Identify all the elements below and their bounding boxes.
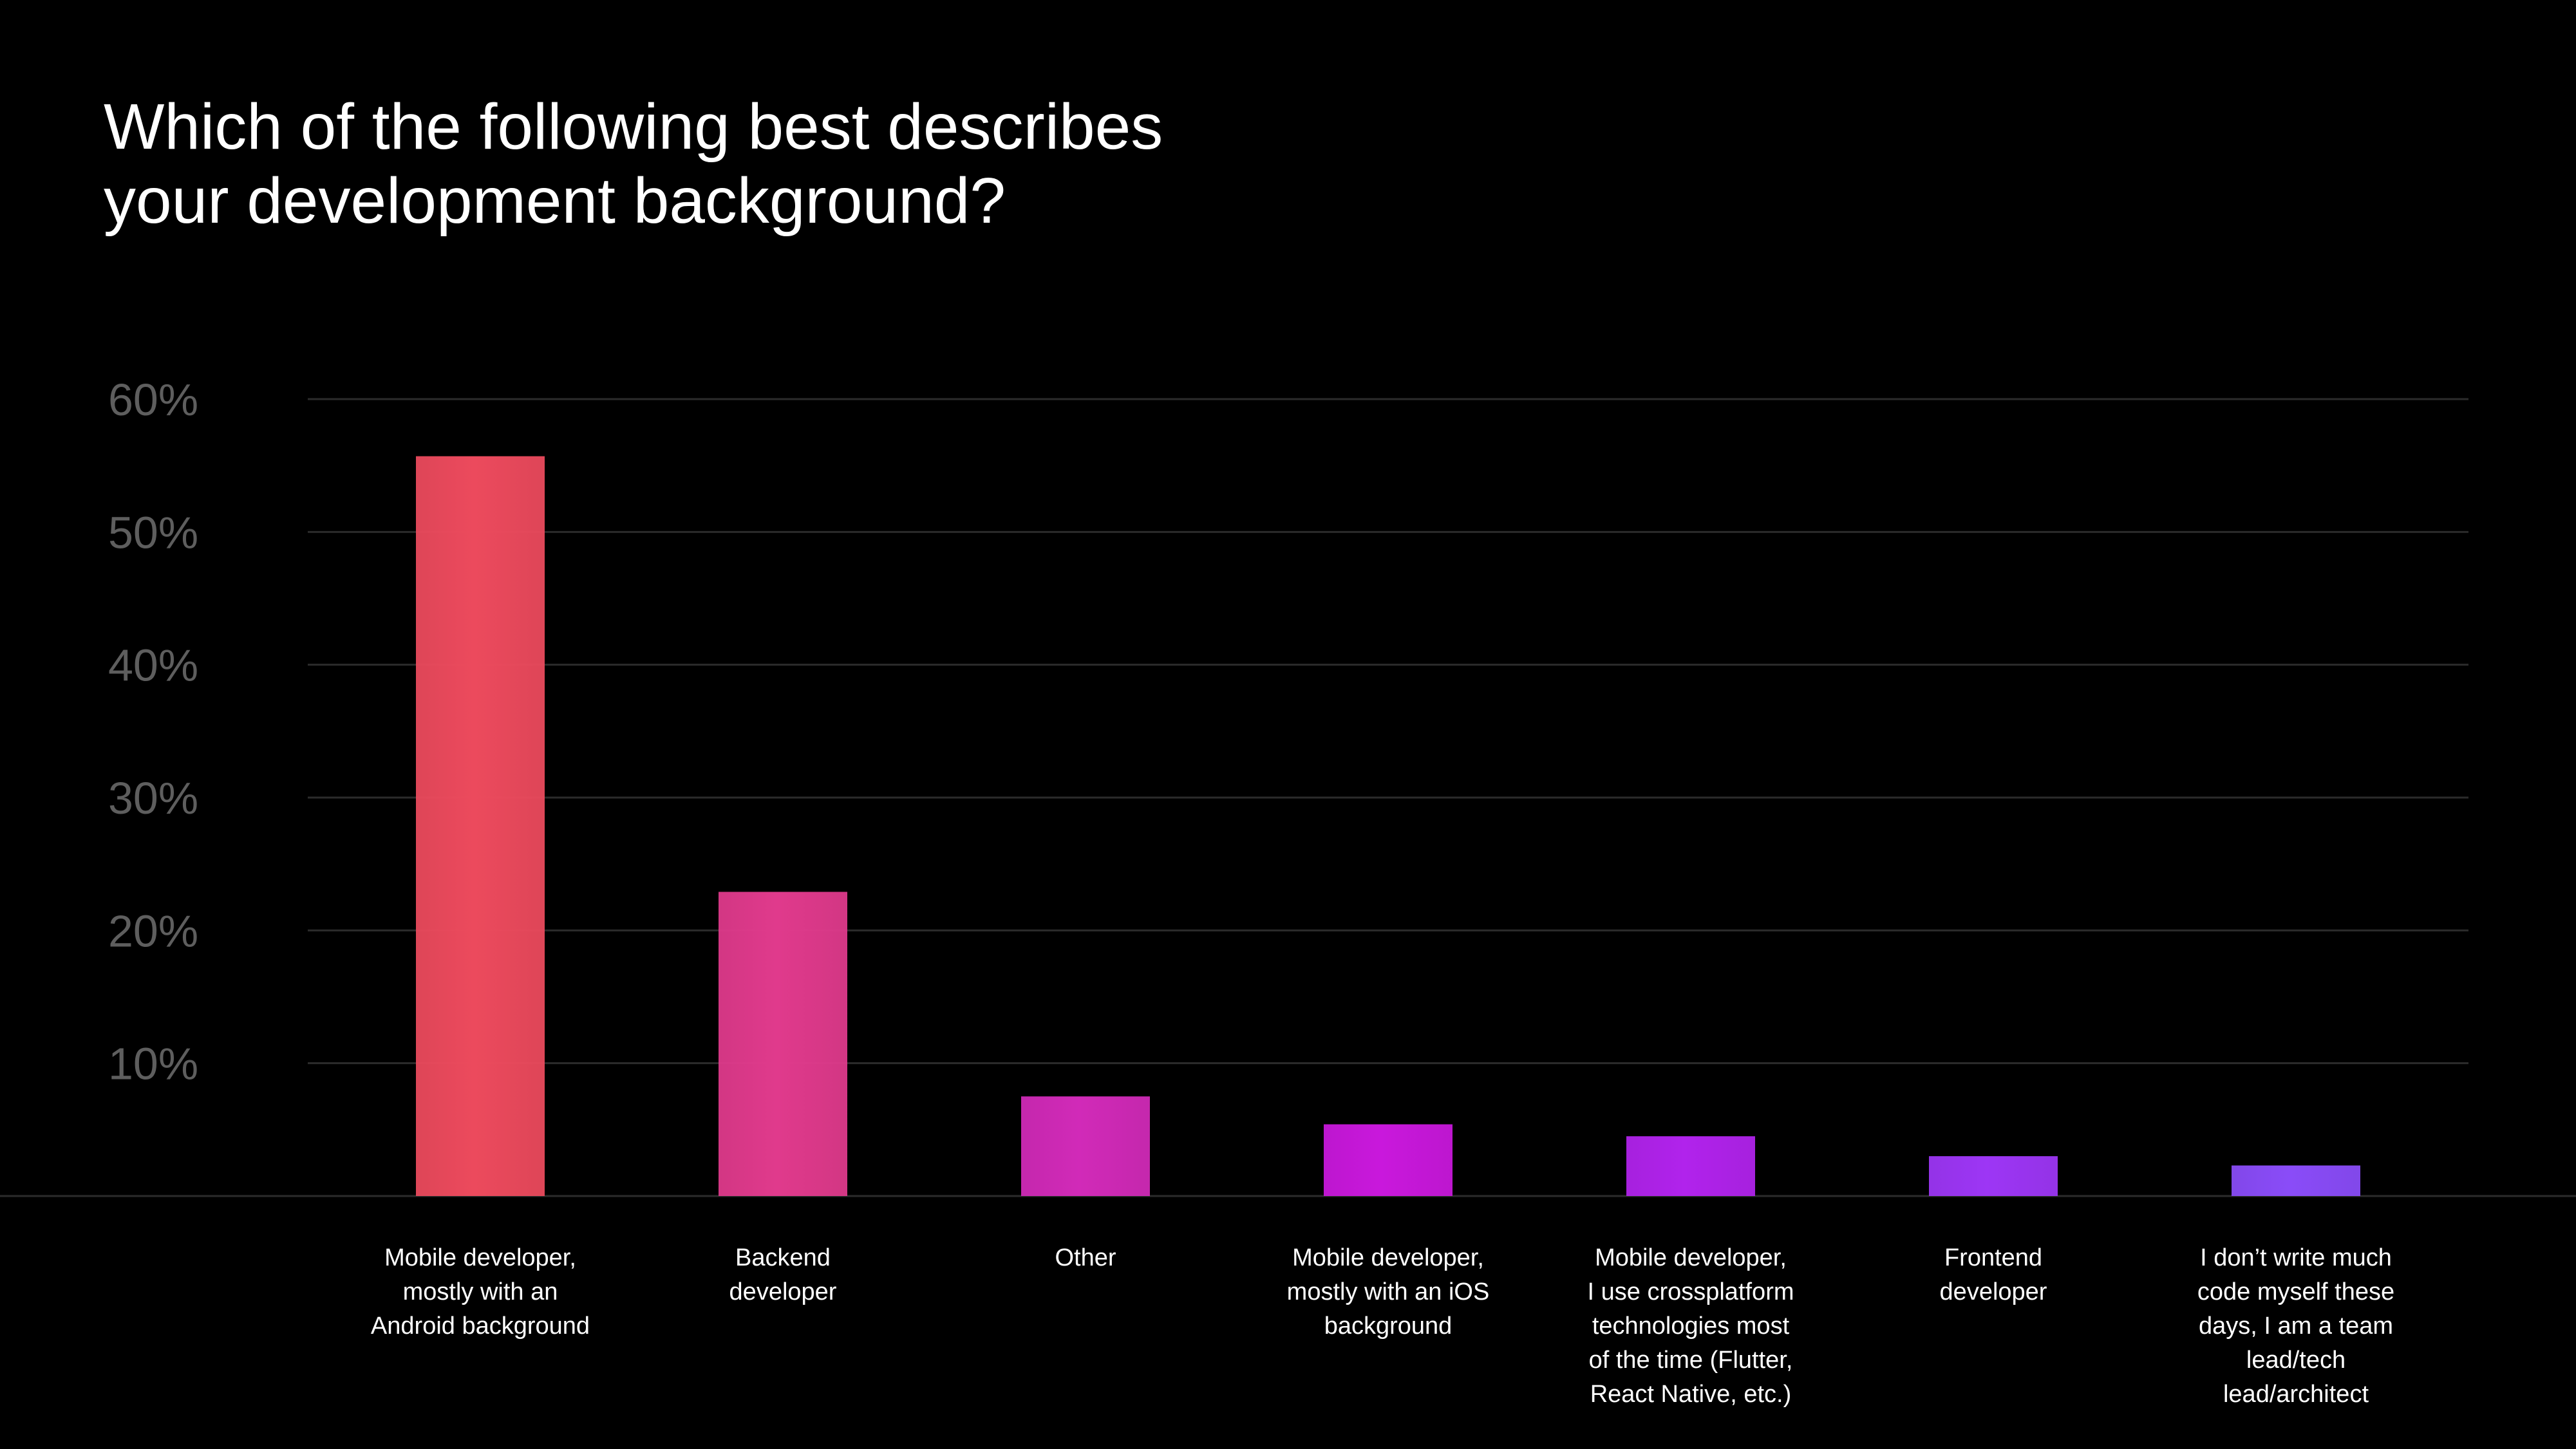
y-tick-label: 50% — [108, 507, 198, 557]
bar — [1929, 1156, 2058, 1196]
bar — [1324, 1125, 1453, 1196]
category-label: Mobile developer, I use crossplatform te… — [1539, 1241, 1842, 1412]
category-label: Backend developer — [632, 1241, 934, 1309]
gridlines — [0, 399, 2576, 1196]
y-tick-label: 10% — [108, 1039, 198, 1089]
category-label: Frontend developer — [1842, 1241, 2145, 1309]
y-tick-label: 20% — [108, 906, 198, 956]
bar — [1021, 1096, 1150, 1196]
category-label: I don’t write much code myself these day… — [2145, 1241, 2447, 1412]
bars — [416, 456, 2360, 1196]
bar — [2232, 1166, 2360, 1196]
bar — [1626, 1136, 1755, 1196]
category-label: Mobile developer, mostly with an Android… — [329, 1241, 632, 1343]
y-axis-tick-labels: 10% 20% 30% 40% 50% 60% — [108, 375, 198, 1089]
bar — [719, 892, 847, 1196]
category-label: Other — [934, 1241, 1237, 1275]
y-tick-label: 60% — [108, 375, 198, 425]
y-tick-label: 40% — [108, 640, 198, 691]
category-label: Mobile developer, mostly with an iOS bac… — [1237, 1241, 1539, 1343]
y-tick-label: 30% — [108, 773, 198, 823]
bar — [416, 456, 545, 1196]
